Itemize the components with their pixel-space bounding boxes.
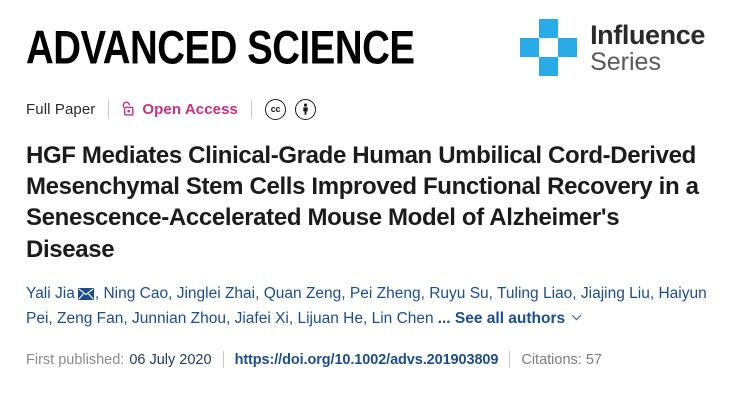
publication-info-row: First published: 06 July 2020 https://do… — [26, 351, 709, 369]
journal-logo-wordmark[interactable]: ADVANCED SCIENCE — [26, 22, 415, 74]
license-icon-group: cc — [264, 98, 316, 120]
article-meta-row: Full Paper Open Access cc — [26, 92, 709, 126]
doi-link[interactable]: https://doi.org/10.1002/advs.201903809 — [234, 351, 499, 368]
influence-series-text: Influence Series — [590, 19, 705, 76]
author-item[interactable]: Lijuan He — [297, 310, 363, 328]
pub-divider — [222, 351, 224, 369]
chevron-down-icon[interactable] — [571, 314, 582, 321]
plus-cross-icon — [520, 19, 578, 77]
author-item[interactable]: Quan Zeng — [263, 284, 342, 302]
author-item[interactable]: Ning Cao — [103, 284, 169, 302]
meta-divider — [108, 99, 110, 119]
author-item[interactable]: Tuling Liao — [497, 284, 573, 302]
open-padlock-icon — [123, 101, 134, 116]
see-all-authors-link[interactable]: ... See all authors — [437, 310, 566, 328]
open-access-label: Open Access — [142, 100, 238, 118]
open-access-badge[interactable]: Open Access — [122, 101, 238, 118]
author-separator: , — [94, 284, 104, 302]
citations-count: Citations: 57 — [521, 351, 602, 368]
author-item-corresponding[interactable]: Yali Jia — [26, 284, 75, 302]
meta-divider-2 — [250, 99, 252, 119]
email-icon[interactable] — [77, 287, 94, 300]
pub-divider-2 — [509, 351, 511, 369]
author-item[interactable]: Jiajing Liu — [580, 284, 650, 302]
first-published-date: 06 July 2020 — [129, 351, 212, 368]
author-list: Yali Jia, Ning Cao, Jinglei Zhai, Quan Z… — [26, 284, 707, 328]
person-glyph — [303, 103, 308, 115]
author-item[interactable]: Jiafei Xi — [234, 310, 289, 328]
author-item[interactable]: Zeng Fan — [57, 310, 124, 328]
author-item[interactable]: Pei Zheng — [349, 284, 421, 302]
author-item[interactable]: Haiyun Pei — [26, 284, 707, 328]
series-label: Series — [590, 47, 661, 76]
article-type-label: Full Paper — [26, 100, 96, 118]
influence-series-logo: Influence Series — [520, 19, 705, 77]
article-title: HGF Mediates Clinical-Grade Human Umbili… — [26, 142, 699, 263]
author-item[interactable]: Ruyu Su — [429, 284, 489, 302]
creative-commons-icon[interactable]: cc — [264, 98, 286, 120]
author-item[interactable]: Junnian Zhou — [132, 310, 226, 328]
author-item[interactable]: Lin Chen — [371, 310, 434, 328]
attribution-person-icon[interactable] — [294, 98, 316, 120]
first-published-label: First published: — [26, 351, 125, 368]
influence-label: Influence — [590, 19, 705, 50]
journal-masthead: ADVANCED SCIENCE Influence Series — [26, 0, 709, 90]
author-item[interactable]: Jinglei Zhai — [176, 284, 256, 302]
